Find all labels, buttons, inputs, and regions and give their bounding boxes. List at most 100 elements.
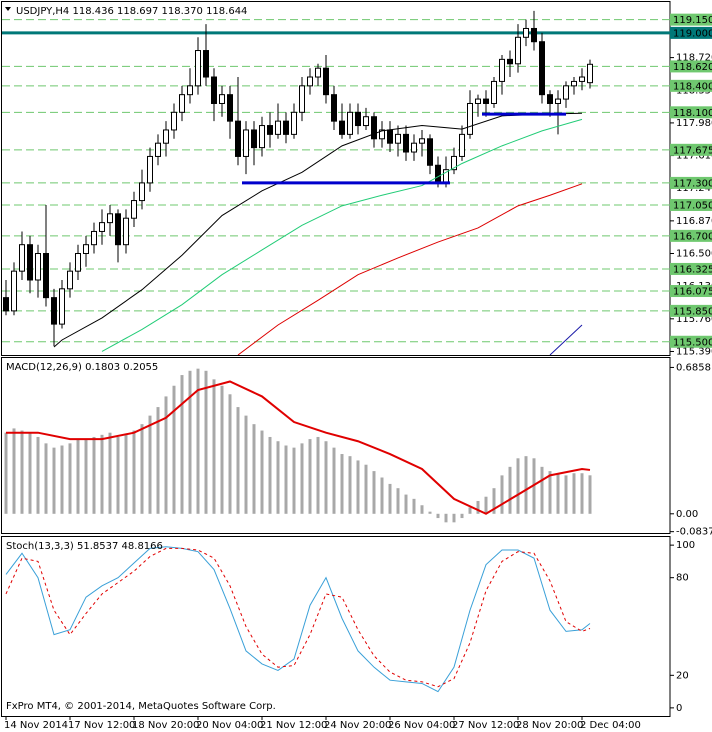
candle-body <box>451 155 457 171</box>
x-tick-label: 20 Nov 04:00 <box>196 720 263 731</box>
histogram-bar <box>156 407 160 514</box>
candle-body <box>187 85 193 96</box>
histogram-bar <box>276 441 280 514</box>
x-tick-label: 26 Nov 04:00 <box>388 720 455 731</box>
level-label: 115.850 <box>673 306 712 317</box>
candle-body <box>459 133 465 157</box>
y-tick-label: 0.6858 <box>676 362 711 373</box>
histogram-bar <box>76 439 80 514</box>
histogram-bar <box>100 434 104 514</box>
candle-body <box>107 213 113 224</box>
candle-body <box>203 50 209 78</box>
moving-average <box>101 118 583 352</box>
histogram-bar <box>300 443 304 514</box>
panel-plot <box>4 368 592 523</box>
y-tick-label: 100 <box>676 540 695 551</box>
candle-body <box>75 253 81 272</box>
histogram-bar <box>36 436 40 514</box>
candle-body <box>163 129 169 144</box>
histogram-bar <box>548 471 552 514</box>
candle-body <box>243 129 249 157</box>
histogram-bar <box>396 488 400 514</box>
candle-body <box>483 98 489 104</box>
footer: FxPro MT4, © 2001-2014, MetaQuotes Softw… <box>6 701 276 712</box>
level-box <box>670 285 712 298</box>
histogram-bar <box>428 511 432 514</box>
histogram-bar <box>52 447 56 514</box>
histogram-bar <box>444 513 448 523</box>
histogram-bar <box>196 368 200 514</box>
histogram-bar <box>572 473 576 514</box>
histogram-bar <box>44 443 48 514</box>
histogram-bar <box>580 473 584 514</box>
candle-body <box>19 244 25 272</box>
panel-plot <box>5 546 591 693</box>
candle-body <box>251 129 257 149</box>
histogram-bar <box>476 500 480 514</box>
histogram-bar <box>460 513 464 519</box>
level-label: 116.700 <box>673 231 712 242</box>
candle-body <box>323 67 329 96</box>
histogram-bar <box>340 454 344 514</box>
histogram-bar <box>188 370 192 514</box>
histogram-bar <box>540 466 544 514</box>
y-tick-label: 0.00 <box>676 509 698 520</box>
candle-body <box>11 270 17 312</box>
histogram-bar <box>332 447 336 514</box>
candle-body <box>507 58 513 65</box>
level-box <box>670 13 712 26</box>
level-box <box>670 229 712 242</box>
level-label: 116.325 <box>673 264 712 275</box>
candle-body <box>531 27 537 43</box>
histogram-bar <box>236 407 240 514</box>
histogram-bar <box>484 496 488 514</box>
signal-line <box>6 380 591 515</box>
candle-body <box>419 138 425 144</box>
x-tick-label: 28 Nov 20:00 <box>516 720 583 731</box>
histogram-bar <box>556 473 560 514</box>
y-tick-label: 117.610 <box>676 151 712 162</box>
histogram-bar <box>84 439 88 514</box>
candle-body <box>547 94 553 104</box>
candle-body <box>467 102 473 135</box>
histogram-bar <box>380 477 384 514</box>
candle-body <box>91 230 97 246</box>
candle-body <box>123 217 129 246</box>
candle-body <box>315 67 321 78</box>
y-tick-label: 80 <box>676 573 689 584</box>
histogram-bar <box>292 447 296 514</box>
candle-body <box>179 94 185 113</box>
candle-body <box>59 288 65 325</box>
candle-body <box>259 125 265 149</box>
histogram-bar <box>212 379 216 514</box>
candle-body <box>99 222 105 232</box>
candle-body <box>291 111 297 135</box>
candle-body <box>67 270 73 290</box>
candle-body <box>51 297 57 325</box>
histogram-bar <box>524 456 528 514</box>
histogram-bar <box>68 443 72 514</box>
histogram-bar <box>348 456 352 514</box>
candle-body <box>331 94 337 122</box>
level-label: 118.100 <box>673 108 712 119</box>
x-tick-label: 14 Nov 2014 <box>4 720 68 731</box>
candle-body <box>403 133 409 153</box>
moving-average <box>237 183 583 355</box>
candle-body <box>571 80 577 87</box>
panel-plot <box>2 10 670 355</box>
histogram-bar <box>516 458 520 514</box>
histogram-bar <box>4 432 8 514</box>
histogram-bar <box>388 483 392 514</box>
candle-body <box>339 120 345 135</box>
y-tick-label: 115.390 <box>676 346 712 357</box>
histogram-bar <box>372 471 376 514</box>
x-tick-label: 21 Nov 12:00 <box>260 720 327 731</box>
histogram-bar <box>140 424 144 514</box>
histogram-bar <box>268 436 272 514</box>
histogram-bar <box>492 488 496 514</box>
candle-body <box>523 27 529 38</box>
histogram-bar <box>92 436 96 514</box>
histogram-bar <box>412 498 416 514</box>
histogram-bar <box>28 432 32 514</box>
